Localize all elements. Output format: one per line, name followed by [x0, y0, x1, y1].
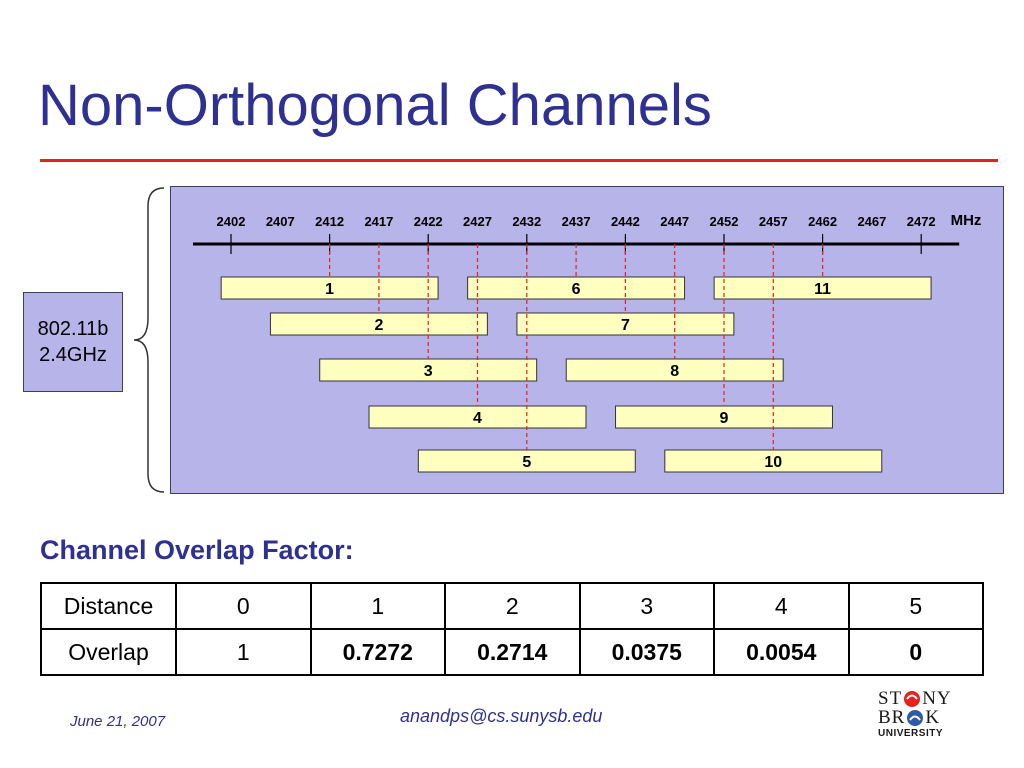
slide-title: Non-Orthogonal Channels — [38, 73, 712, 138]
logo-blue-mark-icon — [907, 709, 924, 726]
overlap-factor-table: Distance 0 1 2 3 4 5 Overlap 1 0.7272 0.2714 0.0375… — [40, 582, 984, 676]
channel-label: 8 — [670, 363, 679, 380]
table-cell: 1 — [309, 582, 446, 630]
channel-spectrum-diagram: 2402 2407 2412 2417 2422 2427 2432 2437 2442 2447… — [193, 212, 982, 473]
table-row-header: Overlap — [40, 628, 177, 676]
frequency-label: 2452 — [710, 214, 739, 229]
table-row: Overlap 1 0.7272 0.2714 0.0375 0.0054 0 — [40, 628, 984, 676]
channel-label: 7 — [621, 317, 630, 334]
frequency-label: 2437 — [562, 214, 591, 229]
frequency-label: 2417 — [364, 214, 393, 229]
table-cell: 4 — [713, 582, 850, 630]
table-cell: 0.2714 — [444, 628, 581, 676]
channel-box — [713, 276, 932, 300]
channel-label: 6 — [572, 281, 581, 298]
table-cell: 1 — [175, 628, 312, 676]
logo-text-st: ST — [878, 688, 903, 709]
channel-spectrum-panel: 2402 2407 2412 2417 2422 2427 2432 2437 2442 2447… — [170, 186, 1004, 494]
channel-label: 4 — [473, 410, 482, 427]
channel-label: 3 — [424, 363, 433, 380]
overlap-heading: Channel Overlap Factor: — [40, 535, 354, 565]
logo-line-2: BR K — [878, 708, 962, 727]
table-cell: 0.0375 — [578, 628, 715, 676]
logo-text-br: BR — [878, 707, 906, 728]
channel-label: 5 — [522, 454, 531, 471]
frequency-label: 2407 — [266, 214, 295, 229]
frequency-label: 2402 — [217, 214, 246, 229]
standard-label-name: 802.11b — [37, 318, 109, 340]
logo-line-1: ST NY — [878, 689, 962, 708]
table-cell: 0 — [175, 582, 312, 630]
frequency-label: 2467 — [857, 214, 886, 229]
table-cell: 5 — [847, 582, 984, 630]
table-cell: 0.7272 — [309, 628, 446, 676]
standard-label-band: 2.4GHz — [39, 344, 107, 366]
frequency-label: 2442 — [611, 214, 640, 229]
channel-label: 11 — [814, 281, 831, 298]
logo-red-mark-icon — [904, 690, 921, 707]
channel-box — [269, 312, 488, 336]
frequency-unit: MHz — [951, 212, 982, 229]
standard-label-box: 802.11b 2.4GHz — [23, 292, 123, 392]
logo-text-k: K — [925, 707, 941, 728]
table-row: Distance 0 1 2 3 4 5 — [40, 582, 984, 630]
table-cell: 2 — [444, 582, 581, 630]
footer-date: June 21, 2007 — [70, 713, 166, 730]
channel-box — [516, 312, 735, 336]
channel-label: 10 — [764, 454, 782, 471]
channel-box — [467, 276, 686, 300]
channel-label: 2 — [374, 317, 383, 334]
table-cell: 0.0054 — [713, 628, 850, 676]
channel-box — [220, 276, 439, 300]
frequency-label: 2462 — [808, 214, 837, 229]
title-underline — [40, 159, 998, 162]
university-logo: ST NY BR K UNIVERSITY — [878, 689, 962, 739]
table-cell: 3 — [578, 582, 715, 630]
logo-university: UNIVERSITY — [878, 728, 944, 739]
frequency-label: 2412 — [315, 214, 344, 229]
logo-text-ny: NY — [922, 688, 952, 709]
frequency-label: 2472 — [907, 214, 936, 229]
frequency-label: 2457 — [759, 214, 788, 229]
channel-label: 1 — [325, 281, 334, 298]
channel-label: 9 — [720, 410, 729, 427]
frequency-label: 2432 — [512, 214, 541, 229]
footer-email: anandps@cs.sunysb.edu — [400, 706, 603, 726]
frequency-label: 2447 — [660, 214, 689, 229]
frequency-label: 2422 — [414, 214, 443, 229]
frequency-label: 2427 — [463, 214, 492, 229]
table-cell: 0 — [847, 628, 984, 676]
table-row-header: Distance — [40, 582, 177, 630]
curly-brace — [133, 187, 165, 493]
